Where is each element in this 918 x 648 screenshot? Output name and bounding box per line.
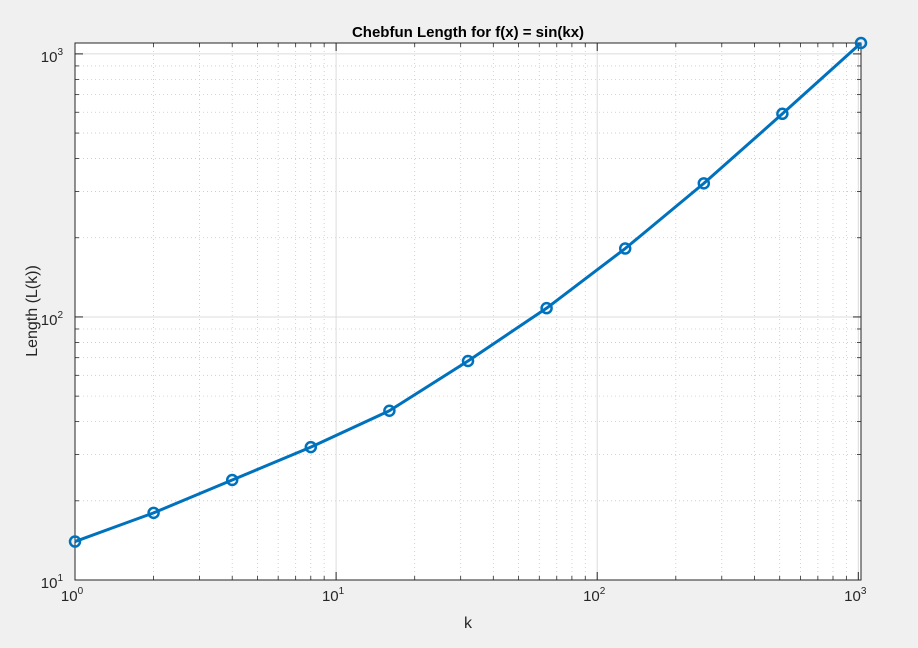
data-point-marker <box>854 36 868 50</box>
x-tick-label: 100 <box>61 586 84 605</box>
data-point-marker <box>697 177 711 190</box>
y-axis-label: Length (L(k)) <box>24 265 41 357</box>
x-tick-label: 102 <box>583 586 606 605</box>
series-layer <box>68 36 868 548</box>
data-point-marker <box>68 535 82 548</box>
x-tick-label: 101 <box>322 586 345 605</box>
x-tick-label: 103 <box>844 586 867 605</box>
data-point-marker <box>461 354 475 368</box>
data-point-marker <box>540 301 553 315</box>
data-point-marker <box>776 107 789 121</box>
y-tick-label: 103 <box>41 47 64 66</box>
data-point-marker <box>225 473 239 487</box>
data-point-marker <box>383 404 396 417</box>
chart-title: Chebfun Length for f(x) = sin(kx) <box>352 24 584 41</box>
x-axis-label: k <box>464 615 473 632</box>
y-tick-label: 101 <box>41 573 64 592</box>
series-line <box>74 41 863 543</box>
plot-frame <box>74 42 862 581</box>
data-point-marker <box>618 242 632 255</box>
y-tick-label: 102 <box>41 310 64 329</box>
data-point-marker <box>147 506 160 520</box>
data-point-marker <box>304 440 318 454</box>
plot-area <box>75 43 861 580</box>
axes-box <box>74 42 862 581</box>
